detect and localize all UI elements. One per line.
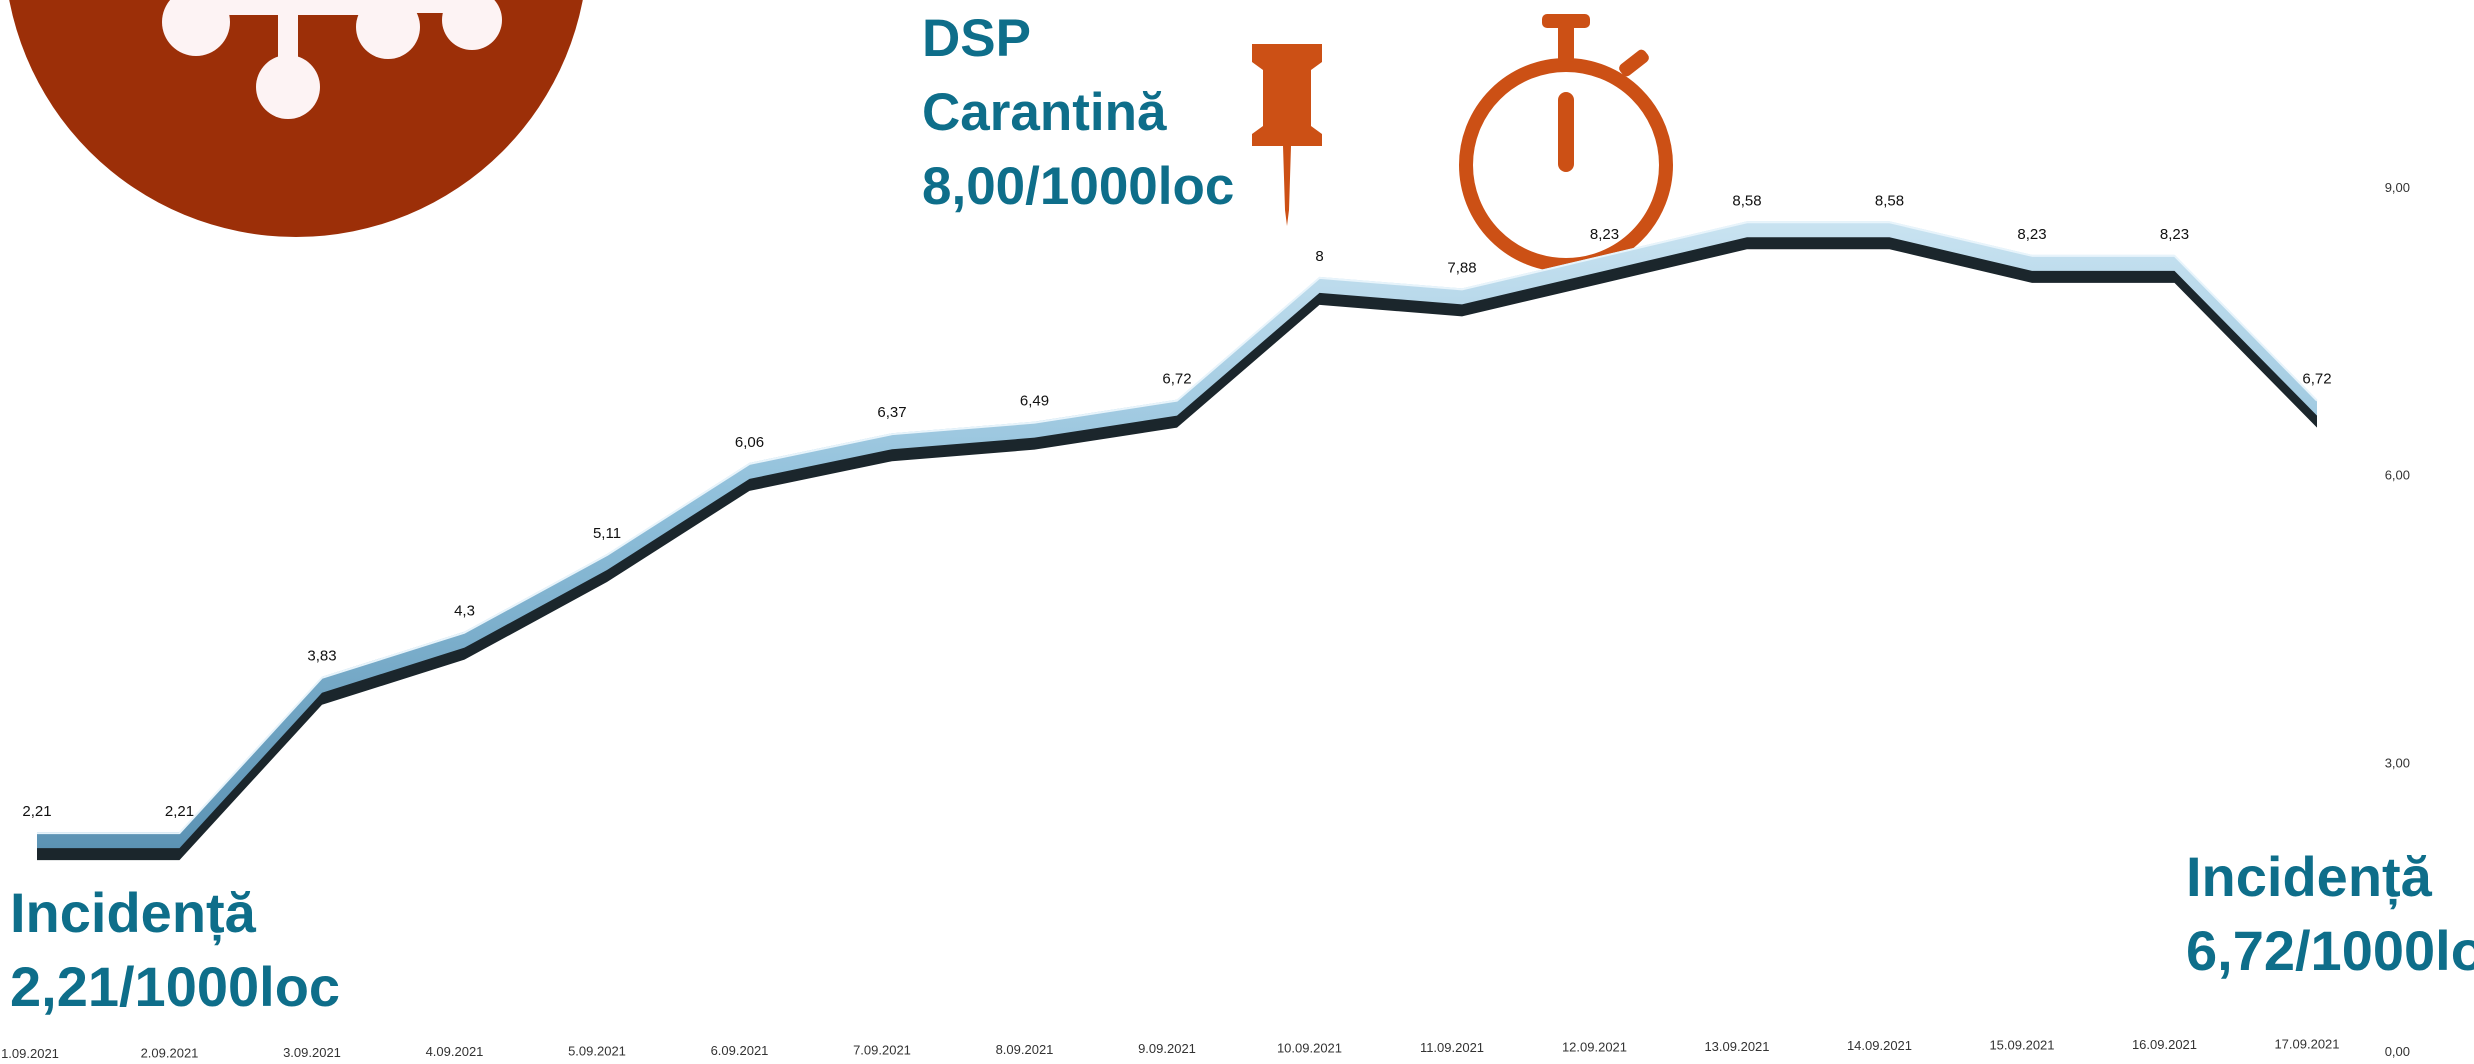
series-line-face [37, 221, 2317, 849]
x-tick-label: 6.09.2021 [711, 1043, 769, 1058]
x-tick-label: 11.09.2021 [1420, 1040, 1484, 1055]
y-tick-label: 0,00 [2385, 1044, 2410, 1059]
data-label: 6,72 [2302, 371, 2331, 388]
dsp-callout-line2: Carantină [922, 83, 1167, 142]
end-incidence-callout: Incidență 6,72/1000lo [2186, 840, 2474, 988]
y-tick-label: 3,00 [2385, 755, 2410, 770]
x-tick-label: 13.09.2021 [1704, 1039, 1769, 1054]
data-label: 4,3 [454, 603, 475, 620]
x-tick-label: 3.09.2021 [283, 1045, 341, 1060]
start-callout-line2: 2,21/1000loc [10, 955, 341, 1018]
data-label: 8,58 [1732, 192, 1761, 209]
dsp-callout-line3: 8,00/1000loc [922, 157, 1235, 216]
x-tick-label: 14.09.2021 [1847, 1038, 1912, 1053]
start-incidence-callout: Incidență 2,21/1000loc [10, 876, 340, 1024]
virus-logo-icon [9, 0, 583, 237]
x-tick-label: 7.09.2021 [853, 1042, 911, 1057]
start-callout-line1: Incidență [10, 881, 256, 944]
end-callout-line1: Incidență [2186, 845, 2432, 908]
data-label: 5,11 [593, 525, 621, 542]
data-label: 8,23 [2017, 226, 2046, 243]
end-callout-line2: 6,72/1000lo [2186, 919, 2474, 982]
data-label: 7,88 [1447, 259, 1476, 276]
data-label: 6,37 [877, 404, 906, 421]
series-line-shadow [37, 235, 2317, 861]
data-label: 8,58 [1875, 192, 1904, 209]
x-tick-label: 1.09.2021 [1, 1046, 59, 1061]
data-label: 6,06 [735, 434, 764, 451]
x-tick-label: 2.09.2021 [141, 1045, 199, 1060]
data-label: 2,21 [22, 803, 51, 820]
dsp-quarantine-callout: DSP Carantină 8,00/1000loc [922, 2, 1234, 224]
x-tick-label: 8.09.2021 [996, 1042, 1054, 1057]
data-label: 3,83 [307, 648, 336, 665]
x-tick-label: 10.09.2021 [1277, 1041, 1342, 1056]
data-points [34, 224, 2320, 841]
data-label: 6,49 [1020, 393, 1049, 410]
x-tick-label: 15.09.2021 [1989, 1038, 2054, 1053]
x-tick-label: 12.09.2021 [1562, 1039, 1627, 1054]
data-label: 8,23 [2160, 226, 2189, 243]
stopwatch-icon [1459, 14, 1673, 272]
series-line [37, 221, 2318, 861]
data-label: 6,72 [1162, 371, 1191, 388]
data-label: 8 [1315, 248, 1323, 265]
pushpin-icon [1252, 44, 1322, 226]
x-tick-label: 17.09.2021 [2274, 1036, 2339, 1051]
data-labels: 2,21 2,21 3,83 4,3 5,11 6,06 6,37 6,49 6,72 8 7,88… [22, 192, 2331, 820]
series-line-highlight [37, 221, 2318, 835]
data-label: 2,21 [165, 803, 194, 820]
x-tick-label: 9.09.2021 [1138, 1041, 1196, 1056]
y-tick-label: 6,00 [2385, 468, 2410, 483]
dsp-callout-line1: DSP [922, 9, 1031, 68]
x-tick-label: 5.09.2021 [568, 1044, 626, 1059]
y-axis-ticks: 0,00 3,00 6,00 9,00 [2385, 180, 2410, 1059]
y-tick-label: 9,00 [2385, 180, 2410, 195]
x-axis-ticks: 1.09.2021 2.09.2021 3.09.2021 4.09.2021 5.09… [1, 1036, 2339, 1061]
x-tick-label: 16.09.2021 [2132, 1037, 2197, 1052]
data-label: 8,23 [1590, 226, 1619, 243]
x-tick-label: 4.09.2021 [426, 1044, 484, 1059]
